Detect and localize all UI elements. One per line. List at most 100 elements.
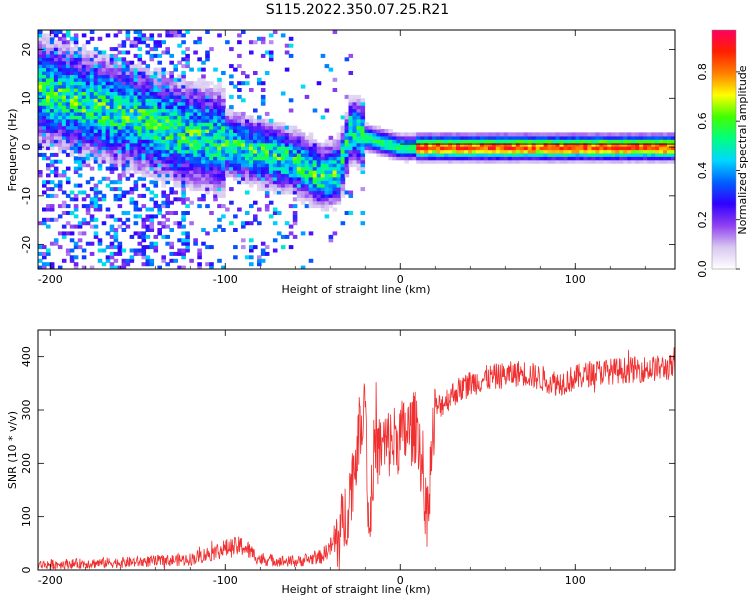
heatmap-cell: [197, 173, 202, 178]
heatmap-cell: [57, 204, 63, 209]
heatmap-cell: [133, 30, 139, 35]
heatmap-cell: [49, 33, 55, 38]
heatmap-cell: [125, 115, 131, 120]
heatmap-cell: [101, 221, 107, 226]
heatmap-cell: [217, 224, 222, 229]
heatmap-cell: [237, 142, 242, 147]
heatmap-cell: [344, 122, 350, 127]
heatmap-cell: [241, 125, 246, 130]
heatmap-cell: [336, 139, 342, 144]
heatmap-cell: [177, 176, 182, 181]
heatmap-cell: [257, 170, 262, 175]
heatmap-cell: [173, 183, 178, 188]
heatmap-cell: [145, 187, 151, 192]
heatmap-cell: [181, 200, 186, 205]
heatmap-cell: [185, 132, 190, 137]
heatmap-cell: [149, 146, 155, 151]
heatmap-cell: [416, 142, 421, 147]
heatmap-cell: [205, 176, 210, 181]
heatmap-cell: [153, 152, 159, 157]
heatmap-cell: [101, 129, 107, 134]
heatmap-cell: [372, 129, 377, 134]
heatmap-cell: [217, 142, 222, 147]
heatmap-cell: [133, 40, 139, 45]
heatmap-cell: [185, 163, 190, 168]
heatmap-cell: [109, 94, 115, 99]
heatmap-cell: [460, 149, 465, 154]
heatmap-cell: [181, 159, 186, 164]
heatmap-cell: [619, 152, 624, 157]
heatmap-cell: [197, 108, 202, 113]
heatmap-cell: [209, 180, 214, 185]
heatmap-cell: [73, 111, 79, 116]
heatmap-cell: [65, 248, 71, 253]
heatmap-cell: [69, 211, 75, 216]
heatmap-cell: [73, 146, 79, 151]
heatmap-cell: [651, 139, 656, 144]
heatmap-cell: [288, 231, 294, 236]
heatmap-cell: [185, 170, 190, 175]
heatmap-cell: [253, 159, 258, 164]
heatmap-cell: [217, 111, 222, 116]
heatmap-cell: [328, 170, 334, 175]
heatmap-cell: [460, 152, 465, 157]
heatmap-cell: [464, 135, 469, 140]
heatmap-cell: [264, 170, 270, 175]
heatmap-cell: [42, 152, 47, 157]
heatmap-cell: [42, 98, 47, 103]
heatmap-cell: [344, 211, 350, 216]
heatmap-cell: [57, 91, 63, 96]
heatmap-cell: [69, 129, 75, 134]
heatmap-cell: [543, 156, 549, 161]
heatmap-cell: [356, 105, 362, 110]
heatmap-cell: [336, 170, 342, 175]
heatmap-cell: [213, 135, 218, 140]
heatmap-cell: [464, 146, 469, 151]
heatmap-cell: [193, 105, 198, 110]
heatmap-cell: [137, 207, 143, 212]
heatmap-cell: [109, 180, 115, 185]
heatmap-cell: [46, 77, 51, 82]
heatmap-cell: [209, 159, 214, 164]
heatmap-cell: [181, 125, 186, 130]
heatmap-cell: [272, 125, 278, 130]
heatmap-cell: [364, 135, 370, 140]
heatmap-cell: [173, 64, 178, 69]
heatmap-cell: [348, 163, 354, 168]
heatmap-cell: [531, 156, 537, 161]
heatmap-cell: [479, 156, 485, 161]
heatmap-cell: [46, 74, 51, 79]
heatmap-cell: [324, 173, 330, 178]
heatmap-cell: [336, 163, 342, 168]
heatmap-cell: [352, 108, 358, 113]
heatmap-cell: [249, 135, 254, 140]
heatmap-cell: [89, 30, 95, 35]
heatmap-cell: [651, 146, 656, 151]
heatmap-cell: [336, 183, 342, 188]
heatmap-cell: [177, 152, 182, 157]
heatmap-cell: [320, 176, 326, 181]
heatmap-cell: [292, 159, 298, 164]
heatmap-cell: [456, 135, 461, 140]
heatmap-cell: [93, 204, 99, 209]
heatmap-cell: [161, 84, 166, 89]
heatmap-cell: [237, 81, 242, 86]
heatmap-cell: [189, 180, 194, 185]
heatmap-cell: [109, 57, 115, 62]
heatmap-cell: [157, 176, 162, 181]
heatmap-cell: [57, 47, 63, 52]
heatmap-cell: [571, 149, 577, 154]
heatmap-cell: [209, 101, 214, 106]
y-tick-label: 20: [20, 43, 33, 57]
heatmap-cell: [460, 146, 465, 151]
heatmap-cell: [551, 146, 557, 151]
heatmap-cell: [149, 241, 155, 246]
heatmap-cell: [237, 152, 242, 157]
heatmap-cell: [57, 105, 63, 110]
heatmap-cell: [161, 118, 166, 123]
heatmap-cell: [153, 122, 159, 127]
heatmap-cell: [61, 57, 67, 62]
heatmap-cell: [360, 101, 366, 106]
heatmap-cell: [487, 156, 493, 161]
heatmap-cell: [173, 33, 178, 38]
